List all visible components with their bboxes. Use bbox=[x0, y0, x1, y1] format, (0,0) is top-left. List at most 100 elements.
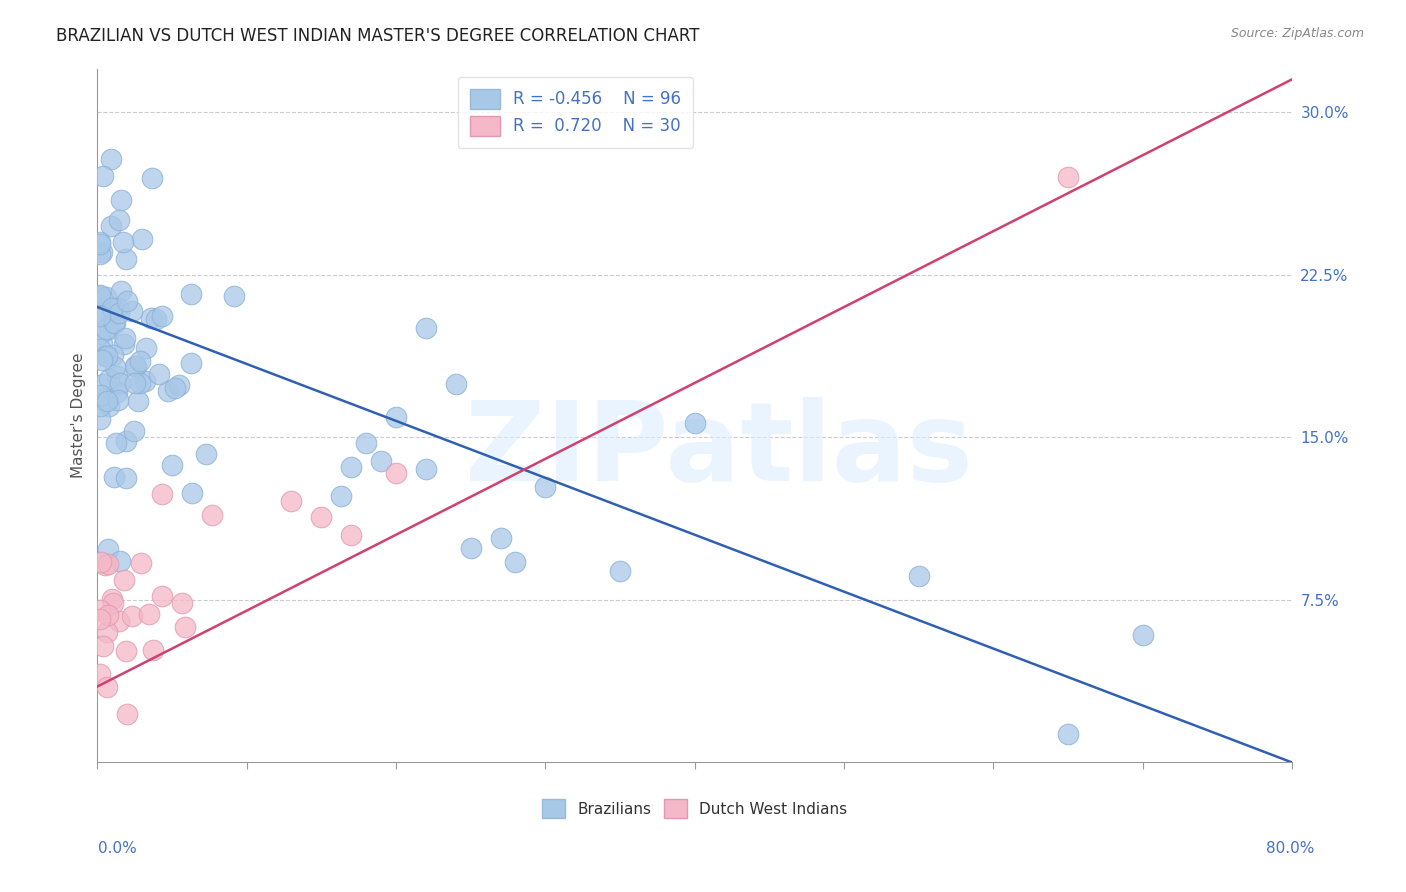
Point bbox=[122, 424, 145, 438]
Text: Source: ZipAtlas.com: Source: ZipAtlas.com bbox=[1230, 27, 1364, 40]
Point bbox=[94, 558, 117, 572]
Point bbox=[224, 289, 246, 303]
Point bbox=[110, 376, 132, 390]
Point bbox=[89, 342, 111, 356]
Point bbox=[103, 469, 125, 483]
Point bbox=[103, 348, 125, 362]
Point bbox=[89, 235, 111, 249]
Point bbox=[89, 612, 111, 626]
Point bbox=[150, 487, 173, 501]
Point bbox=[89, 287, 111, 301]
Text: ZIPatlas: ZIPatlas bbox=[465, 397, 973, 504]
Point bbox=[683, 416, 706, 430]
Point bbox=[112, 235, 135, 249]
Point bbox=[90, 336, 112, 351]
Point bbox=[96, 680, 118, 694]
Point bbox=[90, 245, 112, 260]
Point bbox=[97, 541, 120, 556]
Point bbox=[89, 327, 111, 342]
Point bbox=[121, 304, 143, 318]
Point bbox=[100, 219, 122, 234]
Point bbox=[107, 301, 129, 316]
Point bbox=[129, 354, 152, 368]
Point bbox=[194, 447, 217, 461]
Point bbox=[280, 494, 302, 508]
Point bbox=[174, 619, 197, 633]
Text: 0.0%: 0.0% bbox=[98, 841, 138, 856]
Point bbox=[115, 707, 138, 722]
Point bbox=[104, 317, 127, 331]
Point bbox=[534, 480, 557, 494]
Point bbox=[96, 290, 118, 304]
Point bbox=[97, 607, 120, 622]
Point bbox=[156, 384, 179, 399]
Y-axis label: Master's Degree: Master's Degree bbox=[72, 352, 86, 478]
Point bbox=[89, 603, 111, 617]
Point bbox=[89, 237, 111, 252]
Point bbox=[121, 609, 143, 624]
Point bbox=[340, 528, 363, 542]
Point bbox=[101, 591, 124, 606]
Point bbox=[89, 412, 111, 426]
Point bbox=[97, 321, 120, 335]
Point bbox=[415, 461, 437, 475]
Point bbox=[90, 555, 112, 569]
Point bbox=[107, 392, 129, 407]
Point bbox=[385, 466, 408, 480]
Point bbox=[354, 435, 377, 450]
Point bbox=[165, 381, 187, 395]
Legend: Brazilians, Dutch West Indians: Brazilians, Dutch West Indians bbox=[536, 793, 853, 824]
Point bbox=[370, 453, 392, 467]
Point bbox=[91, 639, 114, 653]
Point bbox=[104, 436, 127, 450]
Point bbox=[609, 564, 631, 578]
Point bbox=[105, 369, 128, 384]
Point bbox=[93, 391, 115, 405]
Point bbox=[201, 508, 224, 523]
Point bbox=[340, 460, 363, 475]
Point bbox=[138, 607, 160, 622]
Point bbox=[385, 410, 408, 425]
Point bbox=[93, 309, 115, 323]
Point bbox=[89, 289, 111, 303]
Point bbox=[100, 152, 122, 166]
Point bbox=[91, 377, 114, 392]
Point bbox=[127, 393, 149, 408]
Point bbox=[172, 596, 194, 610]
Point bbox=[330, 489, 353, 503]
Point bbox=[112, 573, 135, 587]
Point bbox=[108, 213, 131, 227]
Point bbox=[415, 320, 437, 334]
Point bbox=[131, 232, 153, 246]
Point bbox=[91, 169, 114, 184]
Point bbox=[125, 359, 148, 373]
Point bbox=[141, 171, 163, 186]
Point bbox=[907, 569, 929, 583]
Point bbox=[181, 486, 204, 500]
Point bbox=[134, 375, 156, 389]
Point bbox=[142, 643, 165, 657]
Point bbox=[110, 194, 132, 208]
Point bbox=[311, 510, 333, 524]
Point bbox=[444, 377, 467, 392]
Point bbox=[135, 342, 157, 356]
Point bbox=[124, 359, 146, 373]
Point bbox=[96, 625, 118, 640]
Point bbox=[129, 376, 152, 390]
Point bbox=[162, 458, 184, 473]
Point bbox=[180, 287, 202, 301]
Point bbox=[505, 555, 527, 569]
Point bbox=[108, 615, 131, 629]
Point bbox=[112, 337, 135, 351]
Point bbox=[145, 312, 167, 326]
Point bbox=[96, 349, 118, 363]
Point bbox=[124, 376, 146, 391]
Point bbox=[1057, 169, 1080, 184]
Point bbox=[96, 393, 118, 408]
Point bbox=[148, 367, 170, 381]
Point bbox=[103, 316, 125, 330]
Point bbox=[98, 399, 121, 413]
Point bbox=[104, 359, 127, 374]
Point bbox=[1057, 727, 1080, 741]
Point bbox=[89, 309, 111, 323]
